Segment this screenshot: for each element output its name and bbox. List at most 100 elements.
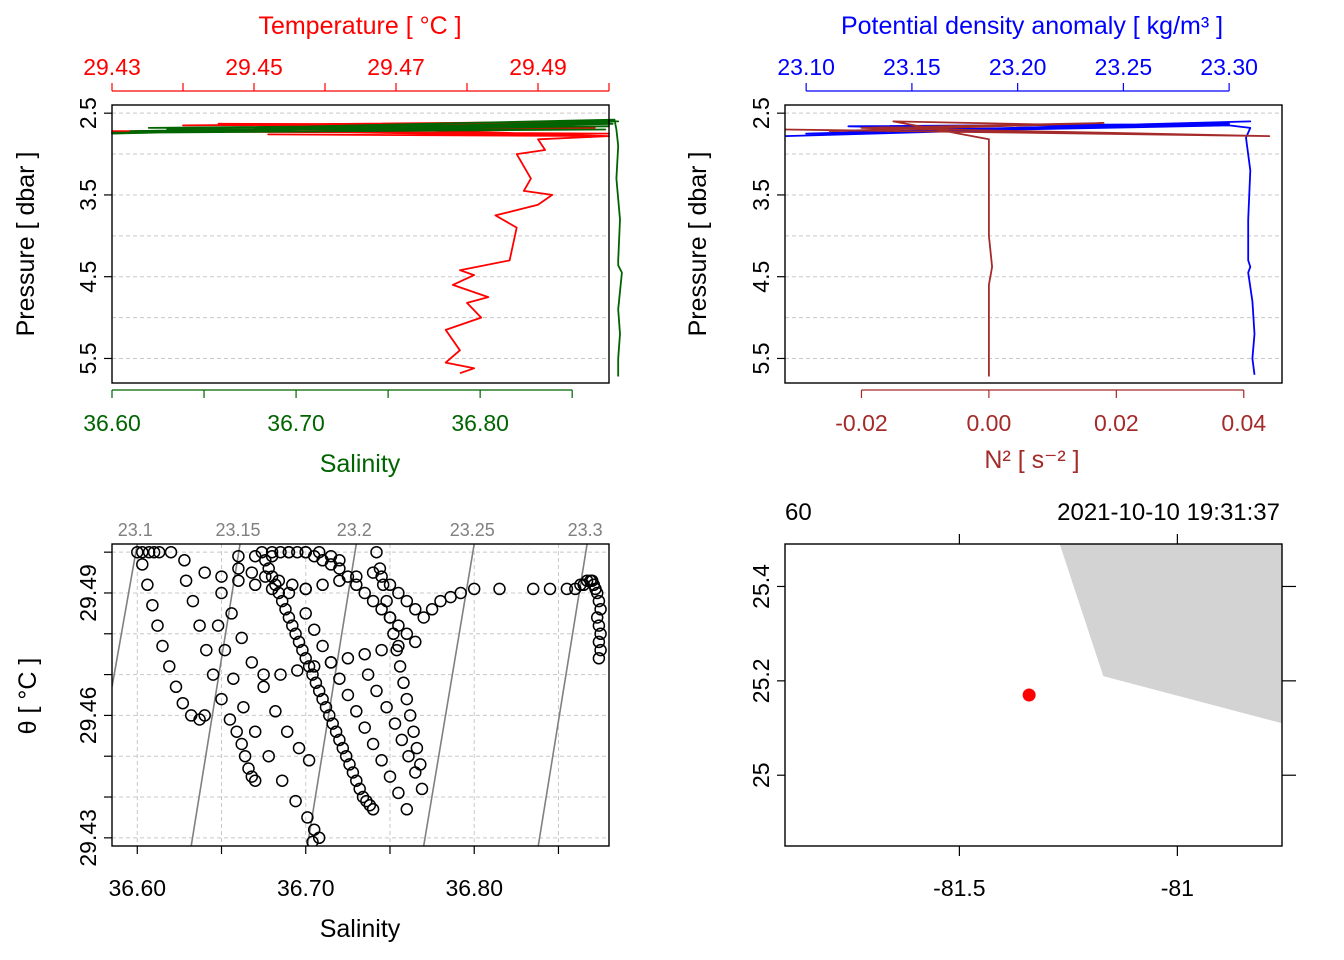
p3-data-point — [493, 582, 506, 596]
p3-data-point — [309, 676, 323, 690]
p3-points-layer — [131, 545, 607, 846]
p3-data-point — [232, 549, 245, 563]
p3-data-point — [360, 794, 373, 808]
p2-y-tick-label: 3.5 — [748, 179, 774, 211]
p3-data-point — [186, 594, 200, 608]
p3-data-point — [434, 594, 447, 608]
p3-data-point — [248, 725, 262, 738]
p3-data-point — [363, 798, 377, 812]
p3-data-point — [274, 668, 287, 681]
p3-data-point — [198, 566, 211, 579]
p3-data-point — [383, 578, 397, 592]
p3-data-point — [237, 700, 250, 714]
p3-axes: 36.60 36.70 36.80 29.43 29.46 29.49 — [75, 551, 560, 901]
p4-y-tick-label: 25.2 — [748, 658, 774, 703]
p3-data-point — [259, 554, 272, 567]
p3-data-point — [380, 700, 393, 714]
p3-data-point — [526, 582, 540, 596]
p3-data-point — [316, 692, 329, 706]
p3-data-point — [350, 774, 363, 787]
p3-data-point — [302, 754, 316, 767]
p1-series-line-salinity — [111, 118, 623, 377]
p3-data-point — [265, 582, 279, 596]
p3-data-point — [292, 635, 306, 649]
p3-data-point — [265, 545, 279, 559]
p4-station-layer — [1022, 688, 1036, 702]
p3-data-point — [417, 611, 430, 624]
p3-data-point — [312, 831, 326, 845]
p2-series-layer — [784, 120, 1271, 377]
p2-plot-frame — [784, 104, 1283, 384]
p3-data-point — [282, 586, 296, 600]
p3-data-point — [262, 749, 275, 763]
p3-data-point — [592, 652, 606, 665]
p2-grid — [785, 112, 1282, 359]
p3-data-point — [560, 582, 574, 596]
p3-data-point — [392, 639, 405, 653]
p3-data-point — [375, 754, 388, 767]
p3-data-point — [282, 611, 296, 624]
p3-data-point — [299, 607, 312, 620]
p3-data-point — [594, 627, 607, 641]
p3-data-point — [594, 603, 607, 616]
p3-data-point — [324, 656, 338, 669]
p3-data-point — [291, 664, 304, 677]
p3-isopycnal-label: 23.1 — [118, 520, 153, 540]
p3-data-point — [339, 749, 353, 763]
p3-data-point — [370, 684, 383, 698]
p3-data-point — [358, 586, 371, 600]
p4-station-marker — [1022, 688, 1036, 702]
p3-data-point — [146, 598, 159, 612]
p3-data-point — [306, 668, 319, 681]
p1-top-x-tick-label: 29.47 — [367, 54, 425, 80]
p3-data-point — [245, 656, 259, 669]
p3-data-point — [307, 623, 321, 636]
p3-isopycnal-line — [190, 544, 241, 846]
p3-data-point — [218, 643, 232, 657]
p4-y-tick-label: 25 — [748, 762, 774, 788]
p3-isopycnal-label: 23.15 — [216, 520, 261, 540]
p3-data-point — [230, 725, 243, 738]
p1-bottom-x-tick-label: 36.60 — [83, 410, 141, 436]
p3-data-point — [257, 668, 270, 681]
p3-data-point — [356, 790, 370, 804]
p3-data-point — [454, 586, 467, 600]
p1-top-x-tick-label: 29.43 — [83, 54, 141, 80]
p3-data-point — [262, 562, 275, 575]
p3-data-point — [409, 766, 422, 779]
p3-data-point — [400, 627, 414, 641]
p3-isopycnal-line — [537, 544, 588, 846]
p3-data-point — [319, 700, 333, 714]
p3-data-point — [409, 635, 422, 649]
p3-data-point — [198, 709, 211, 722]
p3-data-point — [242, 762, 255, 775]
p3-data-point — [316, 639, 329, 653]
p2-top-x-tick-label: 23.25 — [1095, 54, 1153, 80]
p1-y-tick-label: 4.5 — [75, 261, 101, 293]
p3-data-point — [329, 725, 343, 738]
p3-data-point — [225, 607, 238, 620]
p3-data-point — [193, 619, 206, 632]
p4-x-tick-label: -81.5 — [933, 875, 985, 901]
p3-data-point — [164, 545, 178, 559]
p3-data-point — [289, 627, 302, 641]
p3-data-point — [400, 803, 414, 816]
p3-data-point — [592, 594, 606, 608]
p3-data-point — [366, 737, 380, 751]
p1-series-layer — [111, 118, 623, 377]
p3-data-point — [227, 672, 240, 685]
p3-data-point — [402, 749, 415, 763]
p3-data-point — [291, 545, 304, 559]
p3-x-tick-label: 36.70 — [277, 875, 335, 901]
p3-data-point — [392, 619, 405, 632]
p3-data-point — [393, 660, 407, 673]
p3-data-point — [141, 578, 154, 592]
p3-data-point — [383, 611, 397, 624]
p3-data-point — [361, 668, 375, 681]
p2-top-x-tick-label: 23.20 — [989, 54, 1047, 80]
p3-data-point — [366, 803, 380, 816]
p2-bottom-x-tick-label: 0.00 — [967, 410, 1012, 436]
p3-data-point — [296, 643, 309, 657]
p2-series-line-n2 — [784, 120, 1271, 377]
